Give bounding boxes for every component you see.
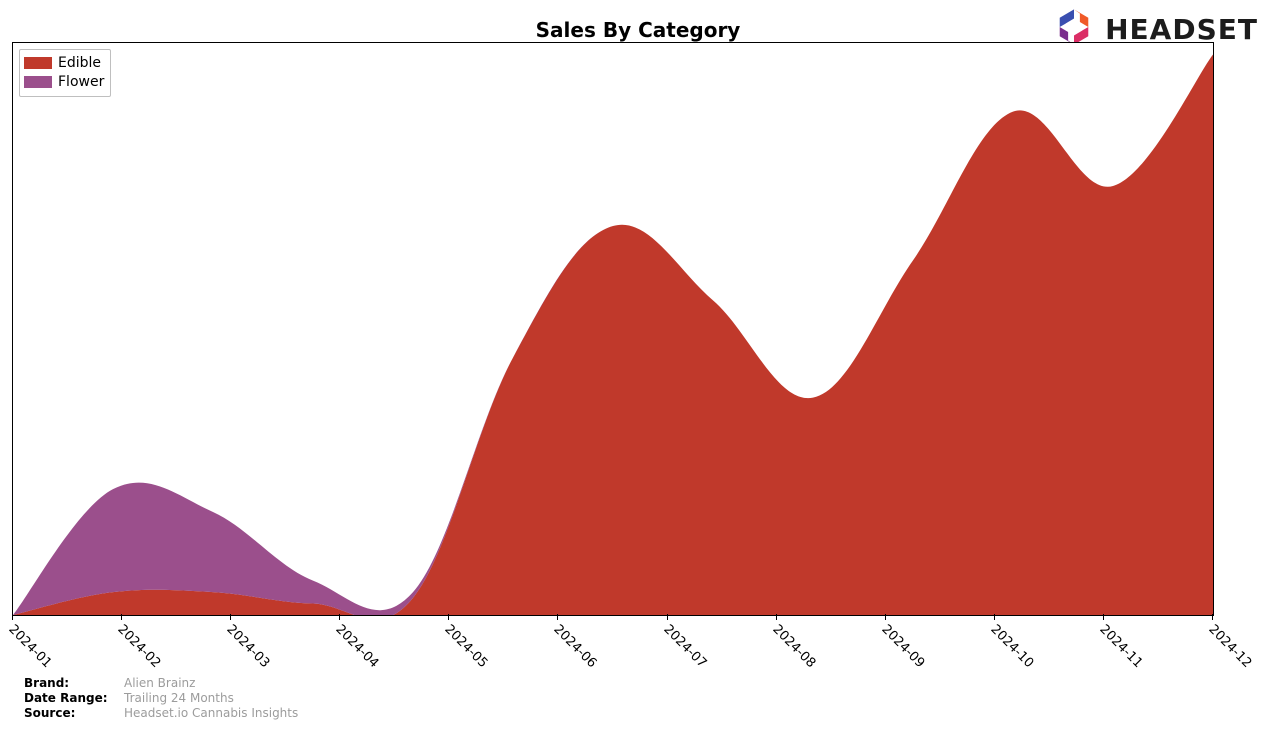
x-tick-mark bbox=[557, 614, 558, 620]
x-tick-mark bbox=[1212, 614, 1213, 620]
meta-range-val: Trailing 24 Months bbox=[124, 691, 234, 706]
meta-source-key: Source: bbox=[24, 706, 124, 721]
x-tick-mark bbox=[121, 614, 122, 620]
meta-brand: Brand: Alien Brainz bbox=[24, 676, 298, 691]
meta-source: Source: Headset.io Cannabis Insights bbox=[24, 706, 298, 721]
x-tick-label: 2024-12 bbox=[1205, 622, 1254, 671]
x-tick-label: 2024-10 bbox=[987, 622, 1036, 671]
meta-brand-val: Alien Brainz bbox=[124, 676, 195, 691]
x-tick-mark bbox=[667, 614, 668, 620]
legend-label: Flower bbox=[58, 74, 104, 91]
x-tick-label: 2024-03 bbox=[224, 622, 273, 671]
x-tick-mark bbox=[339, 614, 340, 620]
x-tick-label: 2024-06 bbox=[551, 622, 600, 671]
legend-item: Flower bbox=[24, 73, 104, 92]
legend-swatch bbox=[24, 57, 52, 69]
meta-brand-key: Brand: bbox=[24, 676, 124, 691]
x-tick-mark bbox=[1103, 614, 1104, 620]
x-tick-label: 2024-04 bbox=[333, 622, 382, 671]
container: Sales By Category HEADSET Edible Flower 2… bbox=[0, 0, 1276, 738]
x-tick-label: 2024-01 bbox=[5, 622, 54, 671]
chart-title: Sales By Category bbox=[536, 18, 741, 42]
x-tick-mark bbox=[12, 614, 13, 620]
x-tick-label: 2024-09 bbox=[878, 622, 927, 671]
meta-range: Date Range: Trailing 24 Months bbox=[24, 691, 298, 706]
legend-label: Edible bbox=[58, 55, 101, 72]
legend-swatch bbox=[24, 76, 52, 88]
brand-logo-text: HEADSET bbox=[1105, 13, 1258, 46]
plot-area: Edible Flower bbox=[12, 42, 1214, 616]
legend-item: Edible bbox=[24, 54, 104, 73]
x-tick-label: 2024-05 bbox=[442, 622, 491, 671]
meta-range-key: Date Range: bbox=[24, 691, 124, 706]
x-tick-mark bbox=[885, 614, 886, 620]
metadata-block: Brand: Alien Brainz Date Range: Trailing… bbox=[24, 676, 298, 721]
x-tick-mark bbox=[448, 614, 449, 620]
x-tick-mark bbox=[776, 614, 777, 620]
x-tick-label: 2024-02 bbox=[114, 622, 163, 671]
x-tick-label: 2024-08 bbox=[769, 622, 818, 671]
legend: Edible Flower bbox=[19, 49, 111, 97]
x-tick-label: 2024-11 bbox=[1096, 622, 1145, 671]
x-tick-label: 2024-07 bbox=[660, 622, 709, 671]
area-chart bbox=[13, 43, 1213, 615]
x-tick-mark bbox=[994, 614, 995, 620]
meta-source-val: Headset.io Cannabis Insights bbox=[124, 706, 298, 721]
x-tick-mark bbox=[230, 614, 231, 620]
